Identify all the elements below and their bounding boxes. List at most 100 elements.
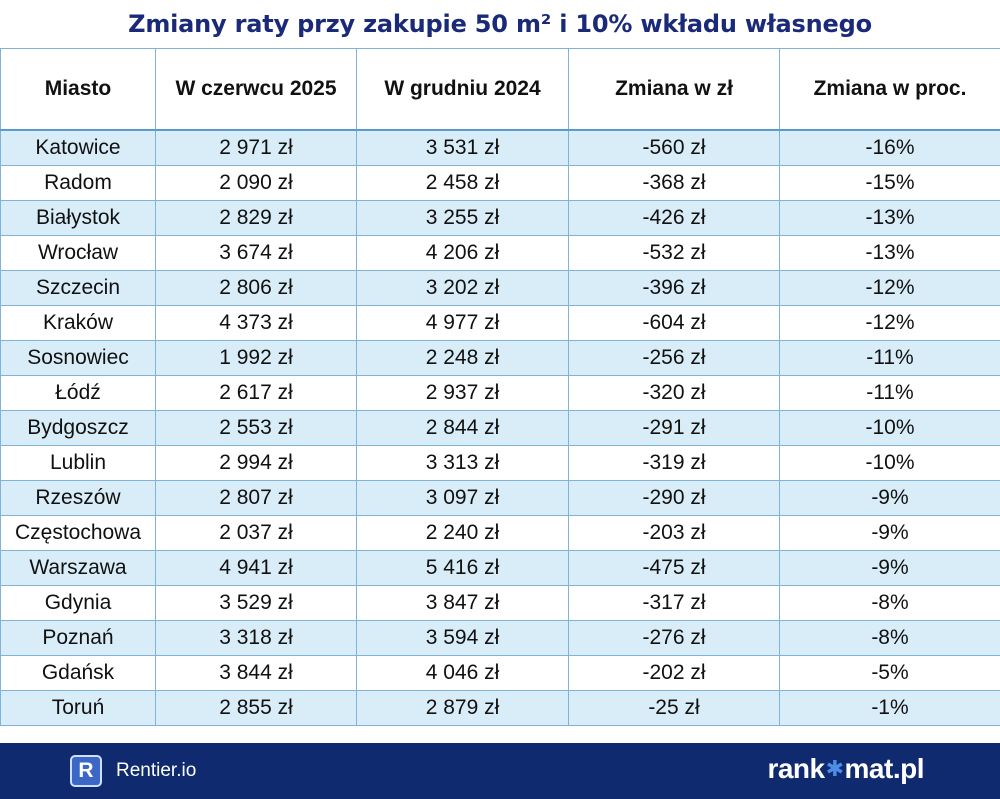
value-cell: -291 zł (568, 410, 780, 446)
column-header: W grudniu 2024 (356, 48, 569, 131)
value-cell: -396 zł (568, 270, 780, 306)
value-cell: 3 313 zł (356, 445, 569, 481)
city-cell: Poznań (0, 620, 156, 656)
star-icon: ✱ (825, 756, 844, 781)
city-cell: Katowice (0, 129, 156, 166)
city-cell: Toruń (0, 690, 156, 726)
value-cell: -604 zł (568, 305, 780, 341)
value-cell: 2 806 zł (155, 270, 357, 306)
value-cell: 2 553 zł (155, 410, 357, 446)
value-cell: 3 318 zł (155, 620, 357, 656)
city-cell: Częstochowa (0, 515, 156, 551)
value-cell: 2 458 zł (356, 165, 569, 201)
value-cell: 3 844 zł (155, 655, 357, 691)
value-cell: 2 855 zł (155, 690, 357, 726)
value-cell: -290 zł (568, 480, 780, 516)
city-cell: Gdynia (0, 585, 156, 621)
value-cell: 2 617 zł (155, 375, 357, 411)
value-cell: -1% (779, 690, 1000, 726)
city-cell: Kraków (0, 305, 156, 341)
city-cell: Lublin (0, 445, 156, 481)
city-cell: Rzeszów (0, 480, 156, 516)
value-cell: -203 zł (568, 515, 780, 551)
value-cell: -256 zł (568, 340, 780, 376)
value-cell: 2 971 zł (155, 129, 357, 166)
table-row: Wrocław 3 674 zł 4 206 zł -532 zł -13% (0, 235, 1000, 271)
value-cell: -532 zł (568, 235, 780, 271)
table-row: Białystok 2 829 zł 3 255 zł -426 zł -13% (0, 200, 1000, 236)
column-header: Zmiana w zł (568, 48, 780, 131)
value-cell: -11% (779, 340, 1000, 376)
footer-bar: R Rentier.io rank ✱ mat.pl (0, 743, 1000, 799)
value-cell: 1 992 zł (155, 340, 357, 376)
data-table-container: Miasto W czerwcu 2025 W grudniu 2024 Zmi… (0, 48, 1000, 726)
city-cell: Łódź (0, 375, 156, 411)
value-cell: 5 416 zł (356, 550, 569, 586)
city-cell: Gdańsk (0, 655, 156, 691)
value-cell: -10% (779, 445, 1000, 481)
city-cell: Warszawa (0, 550, 156, 586)
table-row: Lublin 2 994 zł 3 313 zł -319 zł -10% (0, 445, 1000, 481)
column-header: Zmiana w proc. (779, 48, 1000, 131)
table-row: Gdańsk 3 844 zł 4 046 zł -202 zł -5% (0, 655, 1000, 691)
value-cell: -13% (779, 235, 1000, 271)
value-cell: -368 zł (568, 165, 780, 201)
value-cell: 3 594 zł (356, 620, 569, 656)
table-row: Toruń 2 855 zł 2 879 zł -25 zł -1% (0, 690, 1000, 726)
value-cell: 3 847 zł (356, 585, 569, 621)
value-cell: -426 zł (568, 200, 780, 236)
value-cell: -12% (779, 305, 1000, 341)
value-cell: -9% (779, 550, 1000, 586)
city-cell: Wrocław (0, 235, 156, 271)
data-table: Miasto W czerwcu 2025 W grudniu 2024 Zmi… (0, 48, 1000, 726)
table-row: Kraków 4 373 zł 4 977 zł -604 zł -12% (0, 305, 1000, 341)
value-cell: 2 879 zł (356, 690, 569, 726)
value-cell: -5% (779, 655, 1000, 691)
table-row: Częstochowa 2 037 zł 2 240 zł -203 zł -9% (0, 515, 1000, 551)
value-cell: 4 941 zł (155, 550, 357, 586)
table-header-row: Miasto W czerwcu 2025 W grudniu 2024 Zmi… (0, 48, 1000, 131)
table-row: Warszawa 4 941 zł 5 416 zł -475 zł -9% (0, 550, 1000, 586)
column-header: W czerwcu 2025 (155, 48, 357, 131)
value-cell: -12% (779, 270, 1000, 306)
value-cell: 2 037 zł (155, 515, 357, 551)
value-cell: -276 zł (568, 620, 780, 656)
city-cell: Szczecin (0, 270, 156, 306)
value-cell: 4 206 zł (356, 235, 569, 271)
rentier-logo-icon: R (70, 755, 102, 787)
value-cell: 2 844 zł (356, 410, 569, 446)
value-cell: -475 zł (568, 550, 780, 586)
value-cell: 2 248 zł (356, 340, 569, 376)
value-cell: -13% (779, 200, 1000, 236)
city-cell: Bydgoszcz (0, 410, 156, 446)
value-cell: -8% (779, 585, 1000, 621)
table-row: Radom 2 090 zł 2 458 zł -368 zł -15% (0, 165, 1000, 201)
value-cell: -9% (779, 480, 1000, 516)
value-cell: -10% (779, 410, 1000, 446)
rentier-brand: Rentier.io (116, 760, 197, 781)
table-row: Łódź 2 617 zł 2 937 zł -320 zł -11% (0, 375, 1000, 411)
value-cell: 3 202 zł (356, 270, 569, 306)
value-cell: -317 zł (568, 585, 780, 621)
column-header: Miasto (0, 48, 156, 131)
value-cell: 3 531 zł (356, 129, 569, 166)
value-cell: 2 090 zł (155, 165, 357, 201)
value-cell: 3 674 zł (155, 235, 357, 271)
table-row: Rzeszów 2 807 zł 3 097 zł -290 zł -9% (0, 480, 1000, 516)
table-row: Poznań 3 318 zł 3 594 zł -276 zł -8% (0, 620, 1000, 656)
value-cell: -11% (779, 375, 1000, 411)
value-cell: 4 373 zł (155, 305, 357, 341)
rankomat-brand-start: rank (767, 753, 825, 784)
value-cell: -202 zł (568, 655, 780, 691)
table-body: Katowice 2 971 zł 3 531 zł -560 zł -16% Radom… (0, 129, 1000, 726)
value-cell: 3 255 zł (356, 200, 569, 236)
rankomat-logo: rank ✱ mat.pl (767, 753, 924, 785)
table-row: Sosnowiec 1 992 zł 2 248 zł -256 zł -11% (0, 340, 1000, 376)
city-cell: Sosnowiec (0, 340, 156, 376)
value-cell: -9% (779, 515, 1000, 551)
value-cell: -8% (779, 620, 1000, 656)
value-cell: -320 zł (568, 375, 780, 411)
value-cell: 2 240 zł (356, 515, 569, 551)
value-cell: 4 046 zł (356, 655, 569, 691)
value-cell: -15% (779, 165, 1000, 201)
